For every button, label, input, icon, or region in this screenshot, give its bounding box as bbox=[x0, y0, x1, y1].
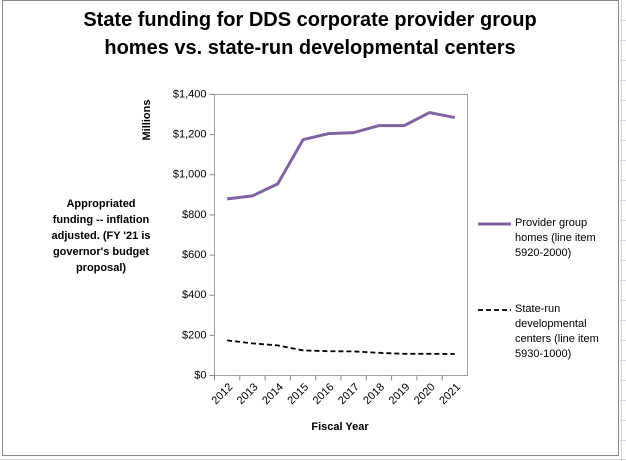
x-axis-label: Fiscal Year bbox=[311, 421, 369, 433]
y-tick-label: $800 bbox=[182, 209, 206, 221]
annotation: Appropriated funding -- inflation adjust… bbox=[51, 198, 151, 274]
series-line bbox=[226, 110, 456, 201]
y-tick-label: $1,000 bbox=[173, 169, 207, 181]
series-line bbox=[227, 339, 455, 355]
y-tick-label: $1,200 bbox=[173, 129, 207, 141]
y-axis-label: Millions bbox=[141, 100, 153, 141]
y-tick-label: $400 bbox=[182, 289, 206, 301]
chart-title: State funding for DDS corporate provider… bbox=[83, 9, 537, 59]
legend-label: Provider group homes (line item 5920-200… bbox=[515, 217, 596, 259]
y-tick-label: $600 bbox=[182, 249, 206, 261]
y-tick-label: $0 bbox=[194, 369, 206, 381]
legend-label: State-run developmental centers (line it… bbox=[515, 303, 599, 360]
y-tick-label: $200 bbox=[182, 329, 206, 341]
chart-area bbox=[2, 0, 619, 456]
y-tick-label: $1,400 bbox=[173, 88, 207, 100]
